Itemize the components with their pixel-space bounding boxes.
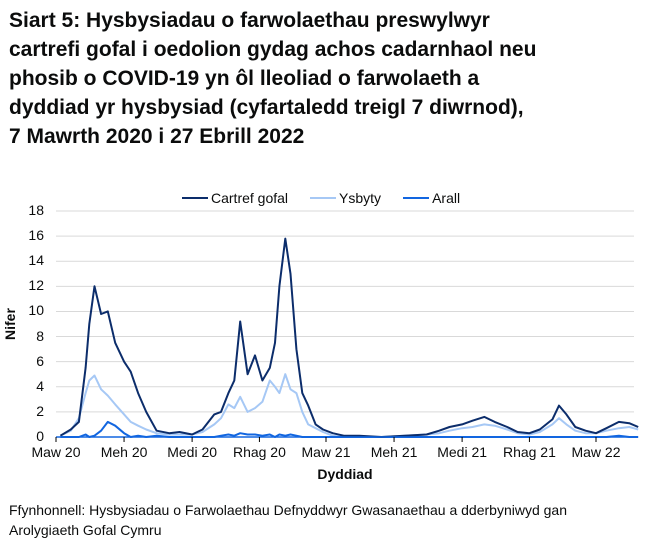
legend-item-ysbyty: Ysbyty bbox=[310, 190, 381, 206]
y-tick-label: 2 bbox=[36, 402, 44, 419]
x-axis-label: Dyddiad bbox=[317, 466, 373, 482]
title-line: dyddiad yr hysbysiad (cyfartaledd treigl… bbox=[9, 96, 524, 119]
legend-label: Cartref gofal bbox=[211, 190, 289, 206]
legend-swatch-ysbyty bbox=[310, 197, 337, 199]
y-tick-label: 4 bbox=[36, 377, 44, 394]
y-tick-label: 6 bbox=[36, 352, 44, 369]
x-tick-label: Rhag 20 bbox=[232, 444, 286, 460]
chart-title: Siart 5: Hysbysiadau o farwolaethau pres… bbox=[9, 6, 639, 151]
y-tick-label: 10 bbox=[28, 302, 44, 319]
series-line-ysbyty bbox=[59, 373, 639, 438]
legend-label: Ysbyty bbox=[339, 190, 382, 206]
x-tick-label: Maw 20 bbox=[31, 444, 81, 460]
x-tick-label: Meh 20 bbox=[100, 444, 148, 460]
x-tick-label: Medi 20 bbox=[167, 444, 218, 460]
source-note: Ffynhonnell: Hysbysiadau o Farwolaethau … bbox=[9, 500, 639, 540]
legend-swatch-cartref-gofal bbox=[182, 197, 208, 199]
source-line: Arolygiaeth Gofal Cymru bbox=[9, 522, 162, 538]
x-tick-label: Maw 21 bbox=[301, 444, 351, 460]
x-tick-label: Meh 21 bbox=[370, 444, 418, 460]
y-tick-label: 0 bbox=[36, 428, 44, 444]
x-tick-label: Maw 22 bbox=[571, 444, 621, 460]
title-line: 7 Mawrth 2020 i 27 Ebrill 2022 bbox=[9, 125, 305, 148]
legend-swatch-arall bbox=[403, 197, 430, 199]
y-tick-label: 18 bbox=[28, 202, 44, 218]
title-line: phosib o COVID-19 yn ôl lleoliad o farwo… bbox=[9, 67, 480, 90]
y-tick-label: 16 bbox=[28, 227, 44, 244]
legend-item-cartref-gofal: Cartref gofal bbox=[182, 190, 288, 206]
source-line: Ffynhonnell: Hysbysiadau o Farwolaethau … bbox=[9, 502, 567, 518]
y-axis-label: Nifer bbox=[2, 308, 18, 340]
legend-item-arall: Arall bbox=[403, 190, 460, 206]
y-tick-label: 14 bbox=[28, 252, 44, 269]
chart-legend: Cartref gofal Ysbyty Arall bbox=[182, 190, 482, 206]
title-line: cartrefi gofal i oedolion gydag achos ca… bbox=[9, 38, 537, 61]
x-tick-label: Rhag 21 bbox=[502, 444, 556, 460]
title-line: Siart 5: Hysbysiadau o farwolaethau pres… bbox=[9, 9, 490, 32]
y-tick-label: 8 bbox=[36, 327, 44, 344]
y-tick-label: 12 bbox=[28, 277, 44, 294]
legend-label: Arall bbox=[432, 190, 461, 206]
x-tick-label: Medi 21 bbox=[437, 444, 488, 460]
series-line-cartref-gofal bbox=[59, 237, 639, 438]
